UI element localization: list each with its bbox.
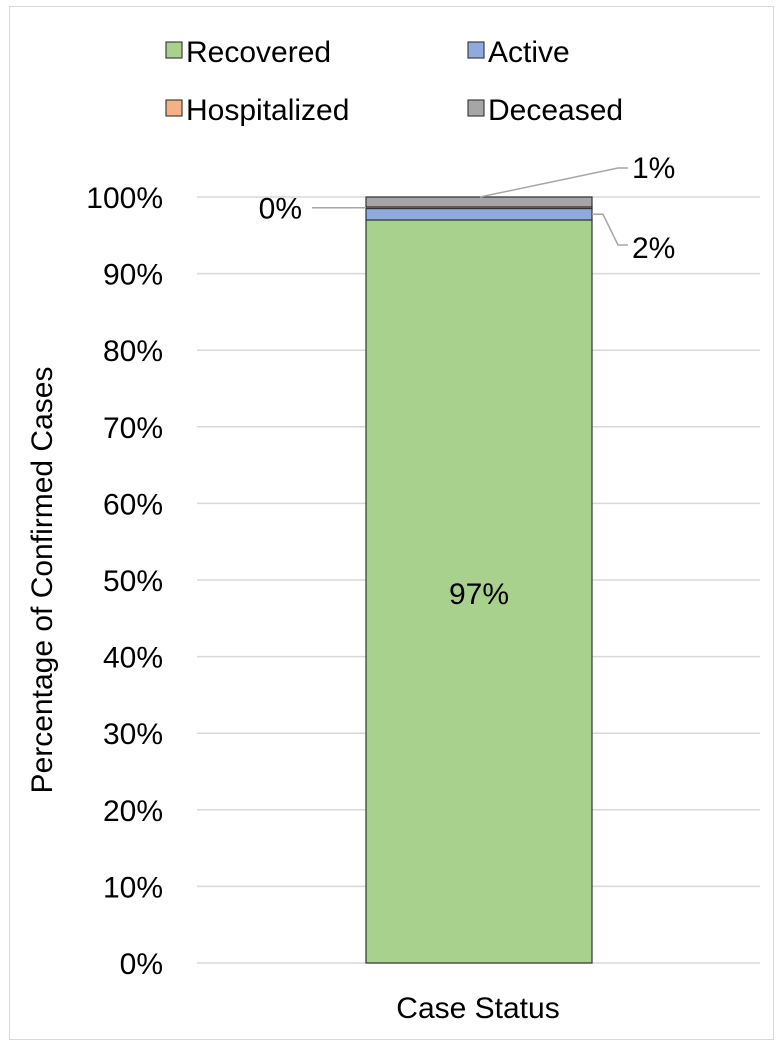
bar-segment [365, 219, 593, 964]
data-label: 2% [632, 232, 675, 265]
y-tick-label: 30% [103, 718, 163, 751]
legend-swatch [467, 99, 485, 117]
y-tick-label: 40% [103, 642, 163, 675]
y-axis-title: Percentage of Confirmed Cases [26, 367, 59, 794]
legend-label: Hospitalized [186, 94, 349, 127]
bar-segment [365, 196, 593, 208]
data-label: 1% [632, 152, 675, 185]
y-tick-label: 90% [103, 259, 163, 292]
leader-lines [312, 167, 628, 246]
leader-line [479, 167, 628, 198]
y-tick-label: 60% [103, 488, 163, 521]
legend-label: Active [488, 36, 570, 69]
data-labels: 97% 2% 0% 1% [259, 152, 676, 611]
data-label: 97% [449, 578, 509, 611]
data-label: 0% [259, 193, 302, 226]
y-tick-label: 50% [103, 565, 163, 598]
y-tick-label: 70% [103, 412, 163, 445]
legend-label: Recovered [186, 36, 331, 69]
bar-segment [365, 207, 593, 221]
y-tick-label: 10% [103, 871, 163, 904]
y-axis-tick-labels: 0% 10% 20% 30% 40% 50% 60% 70% 80% 90% 100% [86, 182, 163, 981]
legend-swatch [165, 41, 183, 59]
legend-swatch [467, 41, 485, 59]
x-axis-title: Case Status [396, 992, 559, 1025]
y-tick-label: 20% [103, 795, 163, 828]
legend: Recovered Active Hospitalized Deceased [165, 36, 623, 127]
leader-line [592, 213, 628, 246]
bar-segments [365, 196, 593, 964]
y-tick-label: 100% [86, 182, 163, 215]
y-tick-label: 0% [120, 948, 163, 981]
legend-label: Deceased [488, 94, 623, 127]
y-tick-label: 80% [103, 335, 163, 368]
legend-swatch [165, 99, 183, 117]
